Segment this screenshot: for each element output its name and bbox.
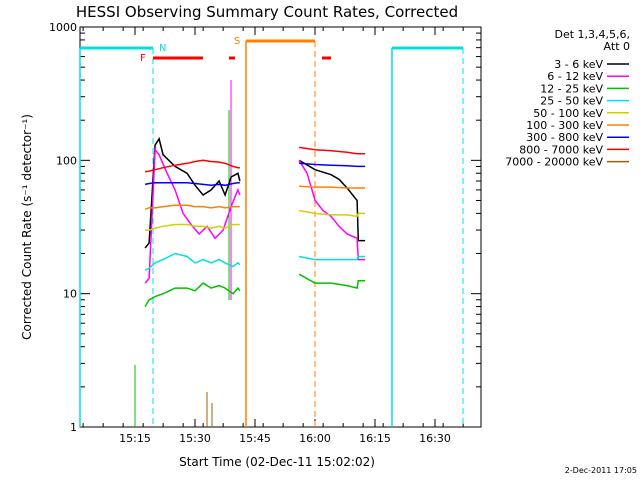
legend-label: 300 - 800 keV <box>526 131 603 144</box>
legend-label: 12 - 25 keV <box>540 82 603 95</box>
y-tick-label: 10 <box>63 288 77 301</box>
x-axis: 15:15 15:30 15:45 16:00 16:15 16:30 <box>82 27 464 445</box>
x-axis-label: Start Time (02-Dec-11 15:02:02) <box>179 455 375 469</box>
legend-label: 3 - 6 keV <box>554 58 603 71</box>
high-energy-spikes <box>134 80 232 427</box>
legend-label: 800 - 7000 keV <box>519 143 603 156</box>
legend-label: 100 - 300 keV <box>526 119 603 132</box>
x-tick-label: 15:30 <box>179 432 211 445</box>
saa-flag-label: S <box>234 36 240 47</box>
plot-timestamp: 2-Dec-2011 17:05 <box>565 466 637 475</box>
legend-label: 6 - 12 keV <box>547 70 603 83</box>
series-line <box>144 273 366 307</box>
y-tick-label: 100 <box>56 154 77 167</box>
series-line <box>145 209 366 231</box>
flare-flag-label: F <box>140 53 146 64</box>
series-line <box>144 136 366 249</box>
series-line <box>144 162 366 187</box>
legend-label: 25 - 50 keV <box>540 95 603 108</box>
series-line <box>144 146 366 173</box>
x-tick-label: 15:15 <box>119 432 151 445</box>
legend-label: 7000 - 20000 keV <box>505 156 603 169</box>
series-layer <box>144 136 366 307</box>
x-tick-label: 16:30 <box>419 432 451 445</box>
y-tick-label: 1000 <box>49 21 77 34</box>
legend-attenuator: Att 0 <box>604 40 630 53</box>
legend-label: 50 - 100 keV <box>533 107 603 120</box>
x-tick-label: 15:45 <box>239 432 271 445</box>
plot-frame <box>79 26 482 428</box>
night-flag-label: N <box>159 43 166 54</box>
legend-header: Det 1,3,4,5,6, <box>554 28 630 41</box>
x-tick-label: 16:15 <box>359 432 391 445</box>
y-tick-label: 1 <box>70 421 77 434</box>
y-axis-label: Corrected Count Rate (s⁻¹ detector⁻¹) <box>20 114 34 340</box>
flag-overlays: N S F <box>79 36 464 427</box>
x-tick-label: 16:00 <box>299 432 331 445</box>
y-axis: 1 10 100 1000 <box>49 21 481 434</box>
chart-title: HESSI Observing Summary Count Rates, Cor… <box>76 3 458 21</box>
series-line <box>144 252 366 271</box>
series-line <box>144 185 366 210</box>
series-line <box>144 147 366 284</box>
